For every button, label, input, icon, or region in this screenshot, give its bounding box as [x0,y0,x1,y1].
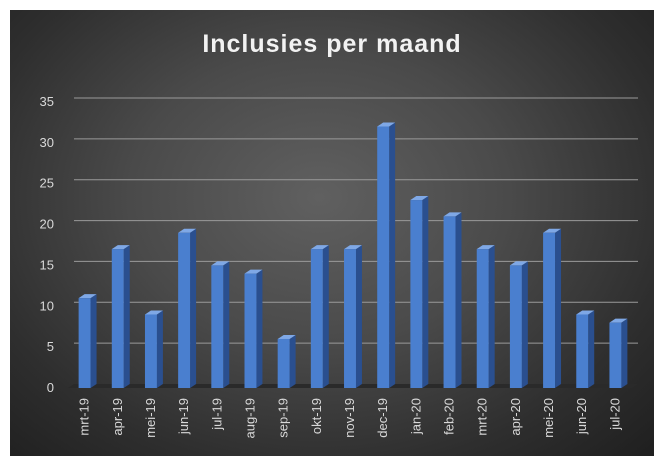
bar-side [256,269,263,388]
bar-front [244,273,257,388]
x-tick-label: apr-20 [508,398,523,436]
bar [443,212,462,388]
bar-front [211,265,224,388]
bar [609,318,628,388]
x-tick-label: feb-20 [442,398,457,435]
bar-side [488,245,495,388]
bar-side [190,228,197,388]
bar-top [609,318,628,323]
bar-front [509,265,522,388]
y-tick-label: 30 [40,135,54,150]
bar-top [476,245,495,250]
y-tick-label: 15 [40,257,54,272]
bar-chart: 0 5 10 15 20 25 30 35 mrt-19 apr-19 mei-19 jun-19 ju… [40,94,638,438]
bar [310,245,329,388]
bar-side [355,245,362,388]
bar [410,196,429,388]
bar [543,228,562,388]
x-tick-label: okt-19 [309,398,324,434]
bar-front [576,314,589,388]
bar-top [111,245,130,250]
x-tick-label: nov-19 [342,398,357,438]
x-tick-label: jul-20 [607,398,622,431]
x-tick-label: mrt-19 [77,398,92,436]
bar-side [389,122,396,388]
x-tick-label: mei-19 [143,398,158,438]
x-tick-label: jan-20 [408,398,423,435]
bar [576,310,595,388]
bar-top [277,334,296,339]
x-tick-label: sep-19 [276,398,291,438]
bar [344,245,362,388]
bar-side [588,310,595,388]
bar-side [322,245,329,388]
bar-side [156,310,163,388]
bar-front [476,249,489,388]
bar [111,245,130,388]
chart-title: Inclusies per maand [202,30,462,58]
bar [277,334,296,388]
chart-area: Inclusies per maand 0 5 10 15 20 25 30 35 mrt-19… [10,10,654,456]
bar-side [289,334,296,388]
bar-side [223,261,230,388]
bar-top [410,196,429,201]
bar-top [244,269,263,274]
x-tick-label: jun-19 [176,398,191,435]
y-tick-label: 10 [40,298,54,313]
bar [144,310,163,388]
bar-side [621,318,628,388]
x-tick-label: jul-19 [209,398,224,431]
bar-top [543,228,562,233]
bar-side [521,261,528,388]
bar-top [310,245,329,250]
bar-front [178,232,191,388]
bar-side [90,294,97,388]
x-tick-label: jun-20 [574,398,589,435]
bar [244,269,263,388]
bar-side [555,228,562,388]
bar-side [123,245,130,388]
bar-top [443,212,462,217]
x-tick-label: dec-19 [375,398,390,438]
bar-front [277,338,290,388]
bar-front [443,216,456,388]
bar-side [422,196,429,388]
x-tick-label: aug-19 [242,398,257,438]
bar-top [78,294,97,299]
bar-front [410,200,423,388]
bar-front [310,249,323,388]
y-tick-label: 35 [40,94,54,109]
bar [476,245,495,388]
bar [509,261,528,388]
bar-front [78,298,91,388]
x-tick-label: apr-19 [110,398,125,436]
bar-front [144,314,157,388]
bar-front [344,249,356,388]
y-tick-label: 25 [40,176,54,191]
bar [211,261,230,388]
y-tick-label: 20 [40,217,54,232]
bar-top [211,261,230,266]
bar [377,122,396,388]
bar-top [509,261,528,266]
x-tick-label: mrt-20 [475,398,490,436]
bar-top [576,310,595,315]
bar-front [377,126,390,388]
bar [78,294,97,388]
bar-top [377,122,396,127]
bar-top [144,310,163,315]
bar-side [455,212,462,388]
y-tick-label: 5 [47,339,54,354]
bar-front [543,232,556,388]
x-tick-label: mei-20 [541,398,556,438]
bar-top [344,245,362,250]
y-tick-label: 0 [47,380,54,395]
bar-front [609,322,622,388]
bar-top [178,228,197,233]
bar-front [111,249,124,388]
bar [178,228,197,388]
